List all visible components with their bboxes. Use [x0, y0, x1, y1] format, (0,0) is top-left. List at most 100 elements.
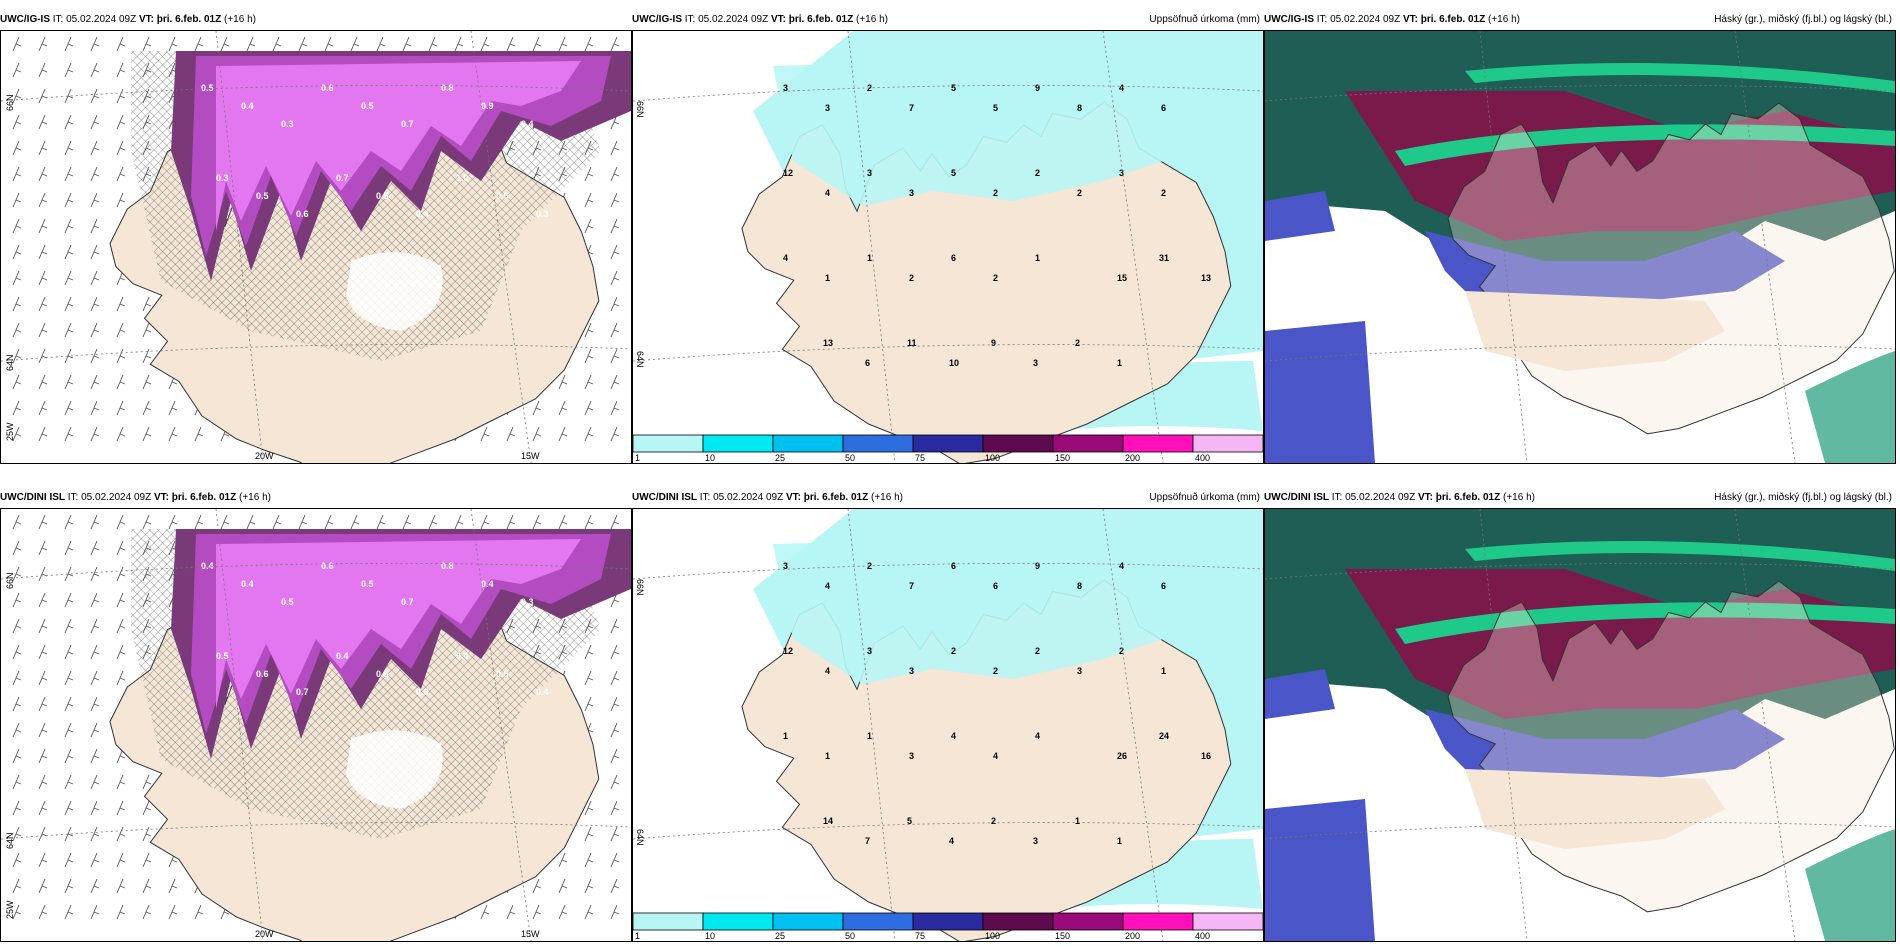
snow-value-label: 0.5 [376, 669, 389, 679]
legend-swatch [1052, 434, 1124, 453]
panel-header: UWC/DINI ISL IT: 05.02.2024 09Z VT: þri.… [1264, 490, 1896, 506]
graticule [633, 31, 1263, 463]
precip-value-label: 4 [1119, 83, 1124, 93]
precip-value-label: 3 [867, 646, 872, 656]
valid-time: VT: þri. 6.feb. 01Z [770, 14, 854, 25]
precip-value-label: 2 [993, 273, 998, 283]
legend-label: 150 [1055, 931, 1070, 941]
graticule [1, 509, 631, 941]
precip-value-label: 13 [823, 338, 833, 348]
panel-title: Uppsöfnuð úrkoma (mm) [1149, 14, 1260, 25]
precip-value-label: 1 [825, 751, 830, 761]
precip-legend: 1 10 25 50 75 100 150 200 400 [633, 912, 1263, 941]
snow-value-label: 0.4 [521, 119, 534, 129]
precip-value-label: 2 [993, 188, 998, 198]
legend-swatch [1052, 912, 1124, 931]
lon-label-15w: 15W [521, 451, 540, 461]
map-clouds[interactable] [1264, 30, 1896, 464]
legend-swatch [912, 434, 984, 453]
lat-label-66n: 66N [5, 94, 15, 111]
lat-label-64n: 64N [5, 832, 15, 849]
precip-value-label: 1 [867, 731, 872, 741]
precip-value-label: 6 [1161, 103, 1166, 113]
init-time: IT: 05.02.2024 09Z [684, 14, 769, 25]
precip-value-label: 8 [1077, 103, 1082, 113]
precip-value-label: 4 [993, 751, 998, 761]
panel-header: UWC/DINI ISL IT: 05.02.2024 09Z VT: þri.… [632, 490, 1264, 506]
legend-label: 1 [635, 453, 640, 463]
snow-value-label: 0.4 [416, 209, 429, 219]
lat-label-64n: 64N [5, 354, 15, 371]
valid-time: VT: þri. 6.feb. 01Z [153, 492, 237, 503]
panel-bottom-snow: UWC/DINI ISL IT: 05.02.2024 09Z VT: þri.… [0, 490, 632, 942]
precip-value-label: 2 [991, 816, 996, 826]
precip-value-label: 4 [825, 666, 830, 676]
precip-value-label: 6 [951, 253, 956, 263]
panel-header: UWC/IG-IS IT: 05.02.2024 09Z VT: þri. 6.… [1264, 12, 1896, 28]
precip-value-label: 3 [783, 561, 788, 571]
snow-value-label: 0.4 [241, 101, 254, 111]
legend-label: 100 [985, 453, 1000, 463]
precip-value-label: 2 [1077, 188, 1082, 198]
lead-time: (+16 h) [856, 14, 888, 25]
precip-value-label: 1 [1035, 253, 1040, 263]
panel-bottom-clouds: UWC/DINI ISL IT: 05.02.2024 09Z VT: þri.… [1264, 490, 1896, 942]
panel-title: Háský (gr.), miðský (fj.bl.) og lágský (… [1714, 14, 1892, 25]
legend-label: 400 [1195, 931, 1210, 941]
precip-value-label: 26 [1117, 751, 1127, 761]
snow-value-label: 0.3 [521, 597, 534, 607]
panel-header: UWC/IG-IS IT: 05.02.2024 09Z VT: þri. 6.… [0, 12, 632, 28]
snow-value-label: 0.5 [201, 83, 214, 93]
glacier-patch [346, 252, 443, 331]
snow-value-label: 0.4 [536, 687, 549, 697]
precip-value-label: 1 [1075, 816, 1080, 826]
snow-value-label: 1.0 [456, 173, 469, 183]
valid-time: VT: þri. 6.feb. 01Z [1402, 14, 1486, 25]
precip-value-label: 4 [825, 581, 830, 591]
precip-value-label: 3 [1033, 358, 1038, 368]
legend-swatch [1122, 434, 1194, 453]
legend-label: 50 [845, 453, 855, 463]
precip-value-label: 9 [1035, 561, 1040, 571]
valid-time: VT: þri. 6.feb. 01Z [785, 492, 869, 503]
model-name: UWC/DINI ISL [1264, 492, 1329, 503]
init-time: IT: 05.02.2024 09Z [52, 14, 137, 25]
precip-value-label: 14 [823, 816, 833, 826]
snow-value-label: 0.5 [281, 597, 294, 607]
panel-top-precip: UWC/IG-IS IT: 05.02.2024 09Z VT: þri. 6.… [632, 12, 1264, 464]
precip-value-label: 3 [909, 751, 914, 761]
lead-time: (+16 h) [871, 492, 903, 503]
snow-value-label: 0.7 [401, 597, 414, 607]
valid-time: VT: þri. 6.feb. 01Z [138, 14, 222, 25]
precip-value-label: 5 [993, 103, 998, 113]
snow-value-label: 0.7 [401, 119, 414, 129]
map-clouds[interactable] [1264, 508, 1896, 942]
legend-label: 25 [775, 453, 785, 463]
legend-swatch [772, 434, 844, 453]
snow-bands [171, 529, 631, 759]
precip-value-label: 1 [1117, 358, 1122, 368]
legend-swatch [1192, 434, 1263, 453]
panel-top-snow: UWC/IG-IS IT: 05.02.2024 09Z VT: þri. 6.… [0, 12, 632, 464]
legend-label: 10 [705, 453, 715, 463]
map-snow[interactable]: 0.4 0.4 0.5 0.6 0.5 0.7 0.8 0.4 0.3 0.5 0.6 0.7 0.4 0… [0, 508, 632, 942]
snow-value-label: 0.6 [296, 209, 309, 219]
precip-value-label: 5 [951, 168, 956, 178]
map-precip[interactable]: 3 4 2 7 6 6 9 8 4 6 12 4 3 3 2 2 2 3 2 1 1 1 1 3 4 4 4 26 24 16 14 7 5 4 2… [632, 508, 1264, 942]
snow-value-label: 0.8 [441, 561, 454, 571]
precip-value-label: 3 [783, 83, 788, 93]
model-name: UWC/IG-IS [0, 14, 50, 25]
map-snow[interactable]: 0.5 0.4 0.3 0.6 0.5 0.7 0.8 0.9 0.4 0.3 0.5 0.6 0.7 0… [0, 30, 632, 464]
lat-label-66n: 66N [635, 101, 645, 118]
map-precip[interactable]: 3 3 2 7 5 5 9 8 4 6 12 4 3 3 5 2 2 2 3 2 4 1 1 2 6 2 1 15 31 13 13 6 11 1… [632, 30, 1264, 464]
legend-swatch [982, 434, 1054, 453]
graticule [633, 509, 1263, 941]
precip-value-label: 1 [1161, 666, 1166, 676]
graticule [1265, 509, 1895, 941]
precip-value-label: 3 [1077, 666, 1082, 676]
precip-value-label: 2 [1161, 188, 1166, 198]
precip-value-label: 10 [949, 358, 959, 368]
valid-time: VT: þri. 6.feb. 01Z [1417, 492, 1501, 503]
legend-label: 10 [705, 931, 715, 941]
snow-value-label: 0.4 [481, 579, 494, 589]
